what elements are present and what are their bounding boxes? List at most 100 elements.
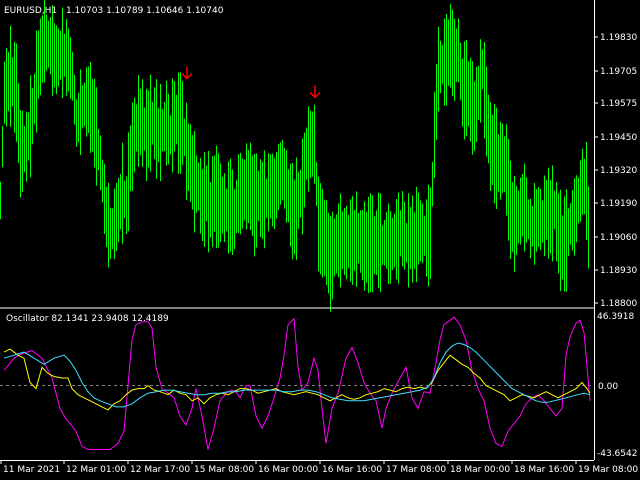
candle-body bbox=[116, 198, 117, 236]
candle-body bbox=[362, 226, 363, 264]
price-pane[interactable]: EURUSD,H1 1.10703 1.10789 1.10646 1.1074… bbox=[0, 0, 589, 312]
candle-body bbox=[382, 234, 383, 256]
ohlc-readout: 1.10703 1.10789 1.10646 1.10740 bbox=[66, 6, 224, 16]
price-tick-label: 1.19830 bbox=[600, 33, 637, 43]
candle-body bbox=[38, 46, 39, 83]
candle-body bbox=[122, 165, 123, 222]
candle-body bbox=[322, 209, 323, 258]
candle-body bbox=[194, 154, 195, 210]
candle-body bbox=[560, 212, 561, 269]
candle-body bbox=[412, 215, 413, 263]
candle-body bbox=[270, 169, 271, 204]
candle-body bbox=[16, 65, 17, 120]
candle-body bbox=[368, 218, 369, 272]
candle-body bbox=[520, 193, 521, 229]
candle-body bbox=[514, 197, 515, 251]
candle-body bbox=[188, 139, 189, 176]
candle-body bbox=[254, 177, 255, 234]
candle-body bbox=[12, 68, 13, 95]
time-tick-label: 12 Mar 17:00 bbox=[130, 465, 190, 475]
candle-body bbox=[308, 125, 309, 172]
candle-body bbox=[448, 35, 449, 71]
candle-body bbox=[66, 36, 67, 79]
candle-body bbox=[562, 230, 563, 265]
candle-body bbox=[164, 113, 165, 140]
candle-body bbox=[312, 127, 313, 162]
candle-body bbox=[268, 171, 269, 214]
candle-body bbox=[432, 172, 433, 196]
candle-body bbox=[166, 100, 167, 147]
candle-body bbox=[314, 123, 315, 166]
candle-body bbox=[272, 170, 273, 210]
candle-body bbox=[168, 110, 169, 148]
candle-body bbox=[286, 167, 287, 206]
candle-body bbox=[374, 229, 375, 261]
price-axis[interactable]: 1.19830 1.19705 1.19575 1.19450 1.19320 1.191… bbox=[594, 0, 637, 460]
candle-body bbox=[258, 182, 259, 209]
cyan-oscillator-line bbox=[3, 342, 591, 408]
candle-body bbox=[504, 149, 505, 179]
candle-body bbox=[236, 192, 237, 221]
candle-body bbox=[316, 172, 317, 196]
candle-body bbox=[404, 217, 405, 254]
candle-body bbox=[178, 95, 179, 151]
symbol-label: EURUSD,H1 bbox=[4, 6, 57, 16]
candle-body bbox=[24, 137, 25, 161]
candle-body bbox=[378, 214, 379, 267]
candle-body bbox=[568, 219, 569, 245]
candle-body bbox=[366, 228, 367, 267]
candle-body bbox=[344, 223, 345, 260]
candle-body bbox=[298, 185, 299, 216]
candle-body bbox=[234, 203, 235, 236]
candle-body bbox=[136, 115, 137, 140]
candle-body bbox=[418, 209, 419, 248]
time-tick-label: 16 Mar 00:00 bbox=[258, 465, 318, 475]
candle-body bbox=[556, 200, 557, 243]
candle-body bbox=[398, 213, 399, 263]
candle-body bbox=[318, 198, 319, 250]
candle-body bbox=[222, 190, 223, 221]
candle-body bbox=[34, 85, 35, 113]
candle-body bbox=[370, 215, 371, 270]
candle-body bbox=[550, 197, 551, 237]
candle-body bbox=[278, 159, 279, 195]
candle-body bbox=[54, 38, 55, 73]
time-axis[interactable]: 11 Mar 2021 12 Mar 01:00 12 Mar 17:00 15 Ma… bbox=[0, 460, 638, 475]
candle-body bbox=[492, 131, 493, 169]
oscillator-pane[interactable]: Oscillator 82.1341 23.9408 12.4189 bbox=[0, 314, 594, 450]
candle-body bbox=[348, 227, 349, 256]
candle-body bbox=[264, 172, 265, 226]
candle-body bbox=[124, 189, 125, 209]
candle-body bbox=[4, 76, 5, 110]
candle-body bbox=[416, 208, 417, 261]
candle-body bbox=[52, 25, 53, 76]
candle-body bbox=[542, 210, 543, 233]
candle-body bbox=[76, 110, 77, 136]
candle-body bbox=[274, 174, 275, 213]
candle-body bbox=[100, 148, 101, 178]
candle-body bbox=[208, 174, 209, 230]
candle-body bbox=[572, 204, 573, 237]
candle-body bbox=[120, 187, 121, 217]
candle-body bbox=[326, 219, 327, 266]
candle-body bbox=[282, 154, 283, 186]
candle-body bbox=[212, 177, 213, 227]
candle-body bbox=[396, 217, 397, 261]
candle-body bbox=[200, 175, 201, 217]
candle-body bbox=[334, 232, 335, 263]
candle-body bbox=[410, 221, 411, 255]
candle-body bbox=[138, 95, 139, 146]
candle-body bbox=[170, 125, 171, 145]
candle-body bbox=[84, 93, 85, 116]
candle-body bbox=[262, 179, 263, 222]
candle-body bbox=[104, 180, 105, 218]
candle-body bbox=[302, 160, 303, 213]
candle-body bbox=[408, 214, 409, 266]
candle-body bbox=[364, 221, 365, 271]
time-axis-ticks: 11 Mar 2021 12 Mar 01:00 12 Mar 17:00 15 Ma… bbox=[0, 460, 638, 475]
candle-body bbox=[226, 199, 227, 221]
candle-body bbox=[354, 224, 355, 257]
candle-body bbox=[82, 95, 83, 118]
candle-body bbox=[324, 217, 325, 259]
